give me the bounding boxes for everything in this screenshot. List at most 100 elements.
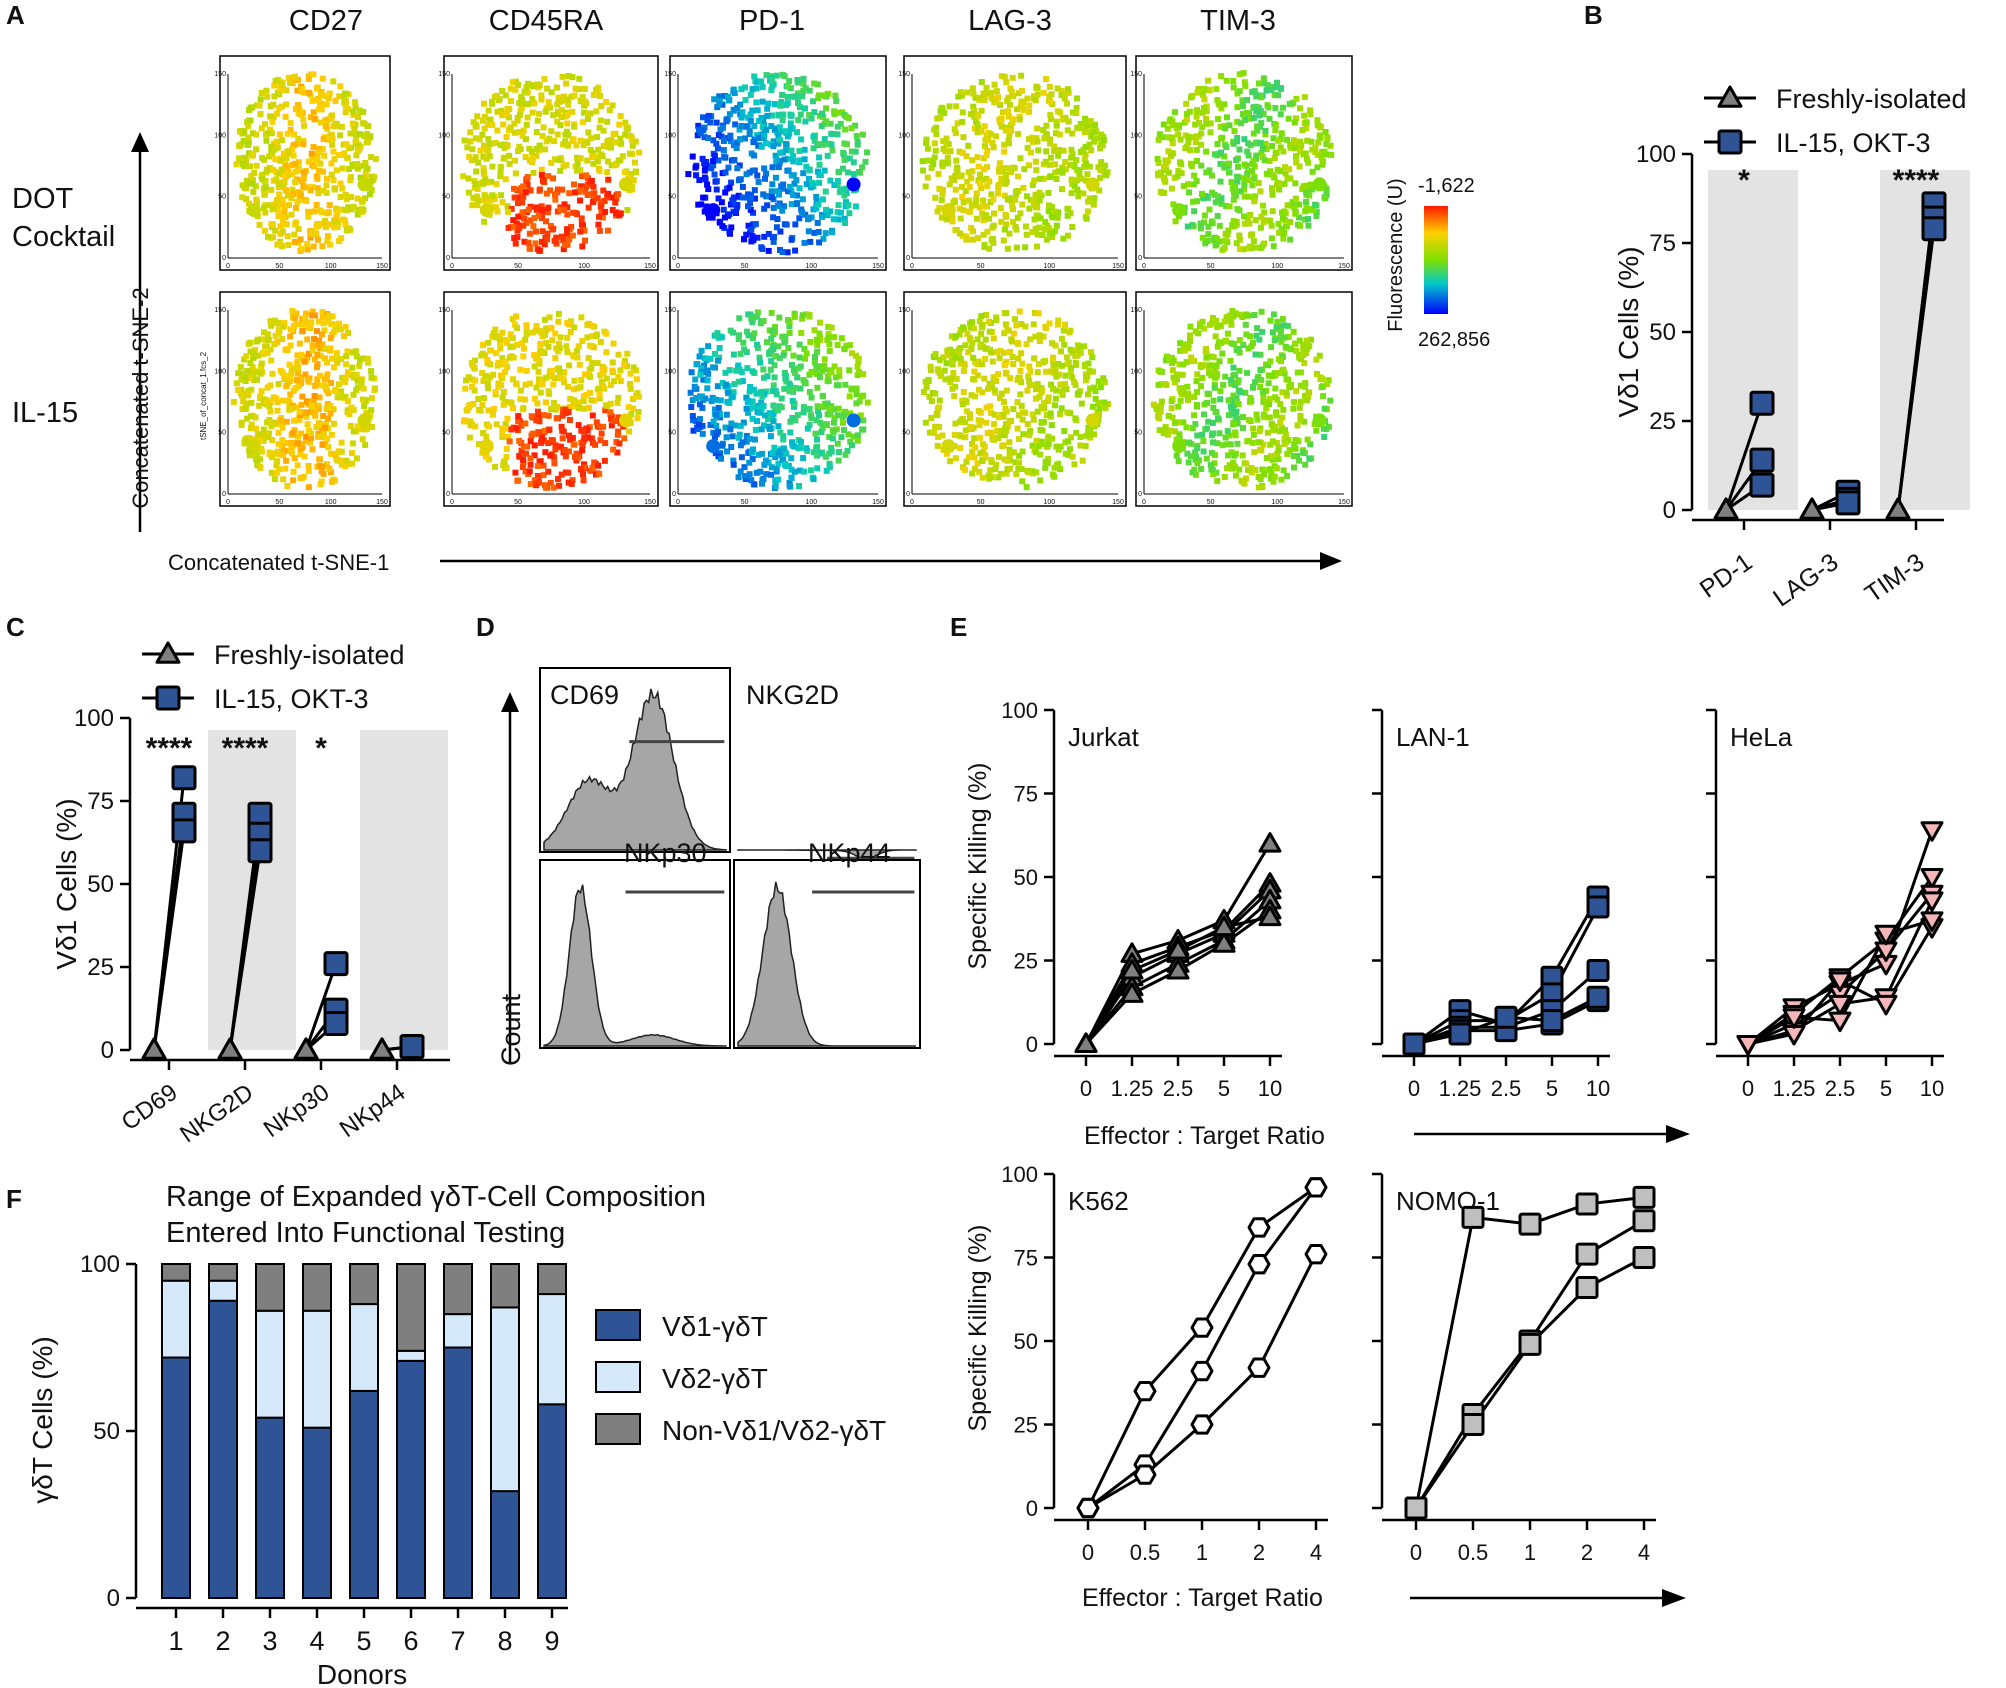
tsne-cell-dot bbox=[699, 430, 706, 437]
tsne-cell-dot bbox=[1010, 116, 1017, 123]
tsne-cell-dot bbox=[523, 121, 530, 128]
tsne-cell-dot bbox=[768, 87, 775, 94]
tsne-cell-dot bbox=[1026, 102, 1033, 109]
tsne-cell-dot bbox=[521, 396, 528, 403]
tsne-cell-dot bbox=[1190, 181, 1197, 188]
tsne-cell-dot bbox=[836, 188, 843, 195]
tsne-cell-dot bbox=[324, 435, 331, 442]
tsne-cell-dot bbox=[1070, 109, 1077, 116]
tsne-y-tick-label: 50 bbox=[902, 194, 910, 201]
tsne-cell-dot bbox=[1280, 215, 1287, 222]
tsne-cell-dot bbox=[281, 372, 288, 379]
tsne-cell-dot bbox=[1264, 102, 1271, 109]
tsne-cell-dot bbox=[540, 412, 547, 419]
tsne-cell-dot bbox=[318, 331, 325, 338]
tsne-cell-dot bbox=[544, 236, 551, 243]
tsne-cell-dot bbox=[831, 110, 838, 117]
tsne-cell-dot bbox=[1233, 138, 1240, 145]
tsne-cell-dot bbox=[775, 188, 782, 195]
tsne-cell-dot bbox=[1085, 122, 1092, 129]
tsne-cell-dot bbox=[1014, 425, 1021, 432]
tsne-cell-dot bbox=[931, 140, 938, 147]
tsne-cell-dot bbox=[773, 224, 780, 231]
tsne-cell-dot bbox=[954, 120, 961, 127]
tsne-cell-dot bbox=[352, 103, 359, 110]
tsne-cell-dot bbox=[770, 346, 777, 353]
tsne-cell-dot bbox=[736, 126, 743, 133]
tsne-cell-dot bbox=[545, 468, 552, 475]
tsne-cell-dot bbox=[1241, 175, 1248, 182]
tsne-cell-dot bbox=[467, 138, 474, 145]
tsne-cell-dot bbox=[1302, 379, 1309, 386]
tsne-cell-dot bbox=[575, 422, 582, 429]
tsne-cell-dot bbox=[331, 224, 338, 231]
tsne-cell-dot bbox=[713, 178, 720, 185]
tsne-cell-dot bbox=[326, 90, 333, 97]
tsne-cell-dot bbox=[1292, 195, 1299, 202]
tsne-cell-dot bbox=[341, 150, 348, 157]
tsne-cell-dot bbox=[695, 126, 702, 133]
tsne-cell-dot bbox=[562, 406, 569, 413]
tsne-cell-dot bbox=[983, 212, 990, 219]
tsne-cell-dot bbox=[292, 141, 299, 148]
tsne-cell-dot bbox=[508, 426, 515, 433]
tsne-cell-dot bbox=[1001, 226, 1008, 233]
tsne-cell-dot bbox=[254, 451, 261, 458]
tsne-cell-dot bbox=[1042, 225, 1049, 232]
tsne-cell-dot bbox=[310, 109, 317, 116]
tsne-x-tick-label: 0 bbox=[676, 263, 680, 270]
tsne-cell-dot bbox=[585, 129, 592, 136]
tsne-cell-dot bbox=[952, 173, 959, 180]
tsne-cell-dot bbox=[535, 368, 542, 375]
tsne-cell-dot bbox=[310, 143, 317, 150]
tsne-cell-dot bbox=[791, 180, 798, 187]
tsne-cell-dot bbox=[1003, 470, 1010, 477]
tsne-cell-dot bbox=[280, 150, 287, 157]
tsne-cell-dot bbox=[1073, 429, 1080, 436]
tsne-cell-dot bbox=[732, 121, 739, 128]
tsne-cell-dot bbox=[283, 439, 290, 446]
tsne-cell-dot bbox=[745, 311, 752, 318]
tsne-cell-dot bbox=[520, 222, 527, 229]
tsne-cell-dot bbox=[575, 404, 582, 411]
tsne-cell-dot bbox=[461, 417, 468, 424]
tsne-cell-dot bbox=[569, 74, 576, 81]
tsne-cell-dot bbox=[1049, 435, 1056, 442]
tsne-cell-dot bbox=[749, 107, 756, 114]
tsne-cell-dot bbox=[314, 175, 321, 182]
tsne-cell-dot bbox=[816, 412, 823, 419]
tsne-cell-dot bbox=[990, 196, 997, 203]
tsne-cell-dot bbox=[744, 399, 751, 406]
tsne-cell-dot bbox=[864, 149, 871, 156]
tsne-cell-dot bbox=[613, 195, 620, 202]
tsne-cell-dot bbox=[360, 385, 367, 392]
tsne-cell-dot bbox=[989, 139, 996, 146]
tsne-cell-dot bbox=[502, 421, 509, 428]
tsne-cell-dot bbox=[346, 145, 353, 152]
tsne-cell-dot bbox=[740, 339, 747, 346]
tsne-cell-dot bbox=[604, 227, 611, 234]
tsne-cell-dot bbox=[704, 117, 711, 124]
tsne-cell-dot bbox=[253, 199, 260, 206]
tsne-cell-dot bbox=[1076, 343, 1083, 350]
tsne-cell-dot bbox=[1262, 131, 1269, 138]
tsne-cell-dot bbox=[481, 114, 488, 121]
tsne-cell-dot bbox=[770, 238, 777, 245]
tsne-cell-dot bbox=[1268, 222, 1275, 229]
tsne-cell-dot bbox=[1045, 190, 1052, 197]
tsne-cell-dot bbox=[996, 454, 1003, 461]
tsne-cell-dot bbox=[1203, 108, 1210, 115]
tsne-cell-dot bbox=[1023, 193, 1030, 200]
tsne-cell-dot bbox=[834, 209, 841, 216]
tsne-cell-dot bbox=[509, 316, 516, 323]
tsne-cell-dot bbox=[315, 97, 322, 104]
tsne-cell-dot bbox=[1001, 141, 1008, 148]
tsne-cell-dot bbox=[1043, 122, 1050, 129]
tsne-cell-dot bbox=[549, 437, 556, 444]
tsne-y-tick-label: 0 bbox=[222, 491, 226, 498]
tsne-cell-dot bbox=[1030, 202, 1037, 209]
tsne-cell-dot bbox=[786, 480, 793, 487]
tsne-cell-dot bbox=[559, 412, 566, 419]
tsne-cell-dot bbox=[743, 231, 750, 238]
tsne-cell-dot bbox=[928, 415, 935, 422]
